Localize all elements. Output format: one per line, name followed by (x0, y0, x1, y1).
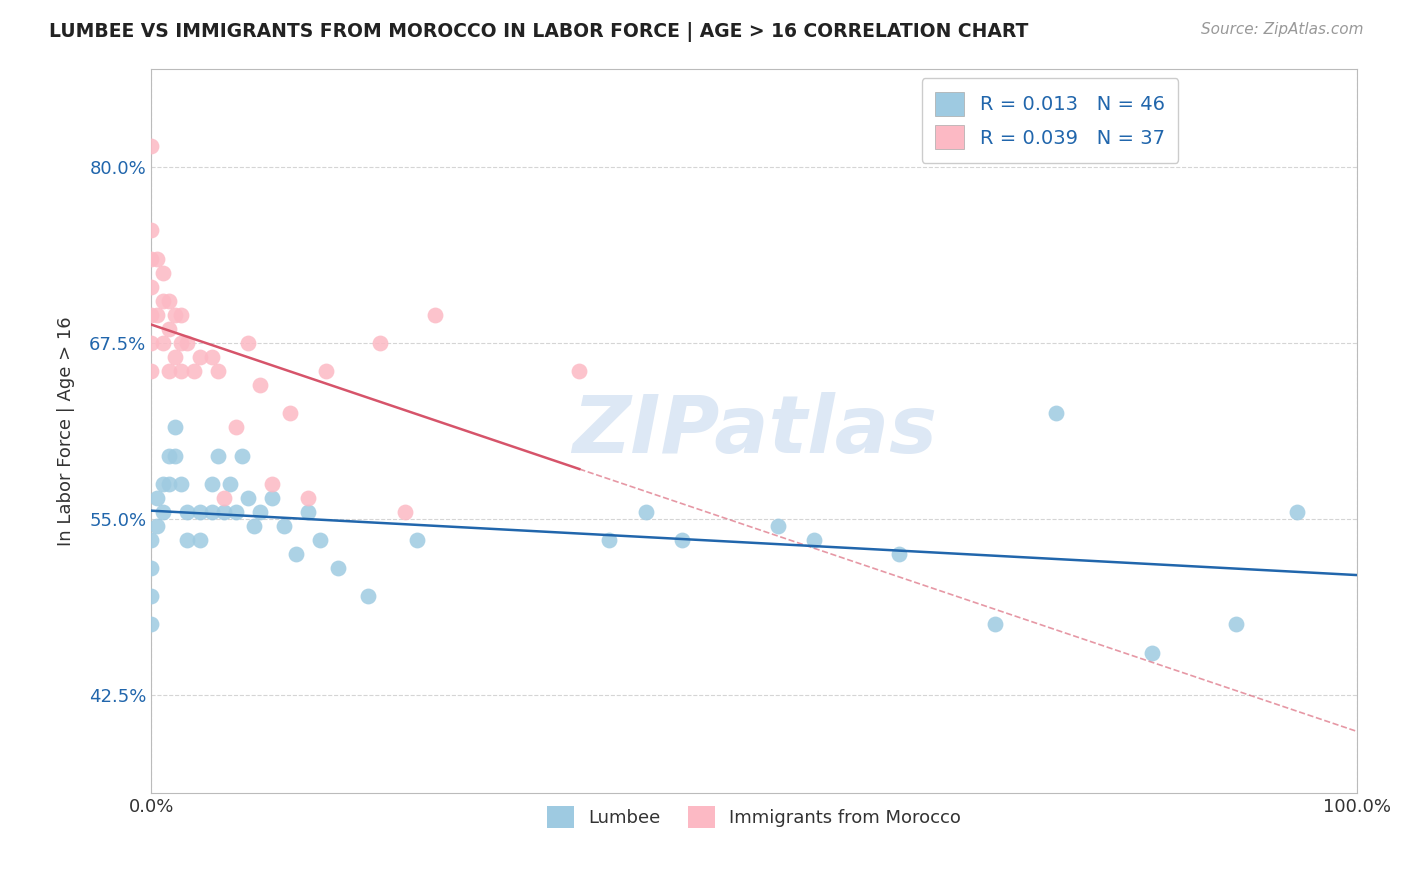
Point (188, 505, 211, 519)
Point (225, 505, 247, 519)
Point (423, 308, 446, 322)
Point (152, 335, 174, 350)
Point (188, 350, 211, 364)
Point (141, 533, 163, 547)
Point (315, 364, 337, 378)
Point (207, 449, 229, 463)
Point (1045, 406, 1067, 420)
Point (200, 350, 222, 364)
Point (260, 476, 283, 491)
Point (249, 505, 271, 519)
Point (225, 420, 247, 434)
Point (278, 406, 301, 420)
Point (152, 266, 174, 280)
Point (183, 364, 205, 378)
Point (200, 476, 222, 491)
Point (170, 308, 193, 322)
Point (157, 322, 180, 336)
Point (141, 335, 163, 350)
Point (200, 505, 222, 519)
Point (188, 533, 211, 547)
Point (273, 519, 295, 533)
Point (634, 505, 657, 519)
Point (141, 364, 163, 378)
Point (146, 308, 169, 322)
Point (405, 533, 427, 547)
Point (231, 449, 253, 463)
Point (598, 533, 620, 547)
Text: ZIPatlas: ZIPatlas (572, 392, 936, 470)
Text: Source: ZipAtlas.com: Source: ZipAtlas.com (1201, 22, 1364, 37)
Y-axis label: In Labor Force | Age > 16: In Labor Force | Age > 16 (58, 316, 75, 546)
Legend: Lumbee, Immigrants from Morocco: Lumbee, Immigrants from Morocco (540, 798, 969, 835)
Point (297, 491, 319, 505)
Point (249, 378, 271, 392)
Point (285, 547, 308, 561)
Text: LUMBEE VS IMMIGRANTS FROM MOROCCO IN LABOR FORCE | AGE > 16 CORRELATION CHART: LUMBEE VS IMMIGRANTS FROM MOROCCO IN LAB… (49, 22, 1029, 42)
Point (357, 590, 380, 604)
Point (1285, 505, 1308, 519)
Point (207, 364, 229, 378)
Point (212, 491, 235, 505)
Point (152, 476, 174, 491)
Point (157, 449, 180, 463)
Point (176, 335, 198, 350)
Point (243, 519, 266, 533)
Point (165, 420, 187, 434)
Point (236, 335, 259, 350)
Point (236, 491, 259, 505)
Point (141, 308, 163, 322)
Point (297, 505, 319, 519)
Point (394, 505, 416, 519)
Point (887, 547, 910, 561)
Point (1140, 646, 1163, 660)
Point (768, 519, 790, 533)
Point (170, 335, 193, 350)
Point (141, 590, 163, 604)
Point (803, 533, 825, 547)
Point (165, 350, 187, 364)
Point (176, 505, 198, 519)
Point (141, 617, 163, 632)
Point (141, 252, 163, 266)
Point (671, 533, 693, 547)
Point (1225, 617, 1247, 632)
Point (176, 533, 198, 547)
Point (152, 505, 174, 519)
Point (309, 533, 332, 547)
Point (146, 519, 169, 533)
Point (212, 505, 235, 519)
Point (157, 293, 180, 308)
Point (170, 476, 193, 491)
Point (141, 139, 163, 153)
Point (370, 335, 392, 350)
Point (165, 308, 187, 322)
Point (157, 364, 180, 378)
Point (146, 252, 169, 266)
Point (984, 617, 1007, 632)
Point (141, 223, 163, 237)
Point (170, 364, 193, 378)
Point (141, 279, 163, 293)
Point (568, 364, 591, 378)
Point (152, 293, 174, 308)
Point (146, 491, 169, 505)
Point (260, 491, 283, 505)
Point (218, 476, 240, 491)
Point (157, 476, 180, 491)
Point (328, 561, 350, 575)
Point (165, 449, 187, 463)
Point (141, 561, 163, 575)
